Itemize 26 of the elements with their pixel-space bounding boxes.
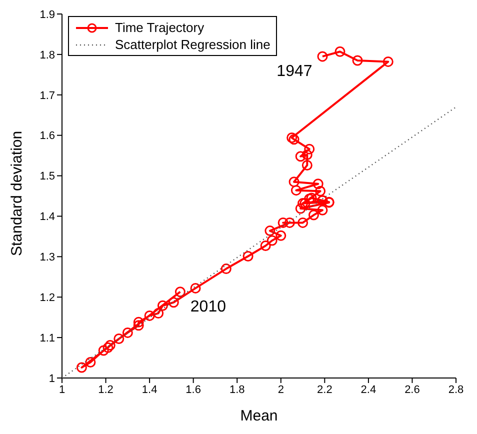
x-tick-label: 1.8 <box>229 384 245 396</box>
x-tick-label: 2.8 <box>448 384 464 396</box>
y-tick-label: 1.1 <box>40 332 55 344</box>
y-tick-label: 1.4 <box>40 211 55 224</box>
y-tick-label: 1.8 <box>40 49 55 62</box>
y-tick-label: 1 <box>48 372 55 385</box>
y-tick-label: 1.6 <box>40 130 55 142</box>
x-tick-label: 1.4 <box>142 384 158 396</box>
x-tick-label: 1 <box>58 384 66 396</box>
y-axis-title: Standard deviation <box>8 130 26 256</box>
y-tick-label: 1.2 <box>40 292 55 304</box>
y-tick-label: 1.5 <box>40 170 55 183</box>
x-tick-label: 1.6 <box>186 384 201 396</box>
x-axis-title: Mean <box>240 408 278 425</box>
annotation: 1947 <box>276 63 312 80</box>
legend-label: Time Trajectory <box>115 19 204 36</box>
y-tick-label: 1.9 <box>40 8 55 21</box>
x-tick-label: 2.4 <box>360 384 376 396</box>
x-tick-label: 2.2 <box>317 384 332 396</box>
legend-label: Scatterplot Regression line <box>115 36 270 53</box>
y-tick-label: 1.7 <box>40 90 55 102</box>
x-tick-label: 1.2 <box>98 384 114 396</box>
x-tick-label: 2.6 <box>404 384 420 396</box>
y-tick-label: 1.3 <box>40 252 55 264</box>
x-tick-label: 2 <box>278 384 284 396</box>
annotation: 2010 <box>190 298 226 316</box>
